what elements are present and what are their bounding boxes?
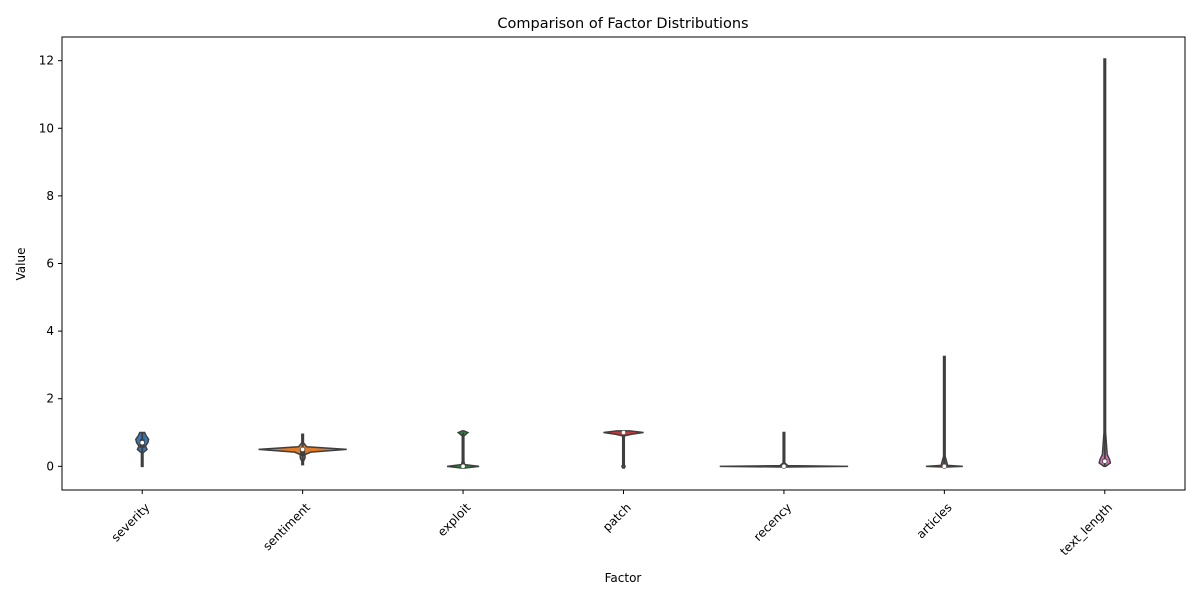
y-tick-label: 2 [46, 392, 54, 406]
y-tick-label: 12 [39, 54, 54, 68]
violin-median [1102, 458, 1108, 464]
y-axis: 0 2 4 6 8 10 12 [39, 54, 62, 473]
violin-median [620, 430, 626, 436]
x-tick-label: text_length [1057, 500, 1115, 558]
violin-exploit [446, 430, 480, 469]
plot-frame [61, 36, 1186, 491]
chart-title: Comparison of Factor Distributions [497, 16, 748, 32]
plot-area [134, 58, 1112, 469]
x-axis-label: Factor [605, 571, 642, 585]
y-axis-label: Value [14, 248, 28, 281]
violin-median [139, 440, 145, 446]
y-tick-label: 8 [46, 189, 54, 203]
y-tick-label: 4 [46, 324, 54, 338]
x-axis: severity sentiment exploit patch recency arti… [109, 490, 1115, 558]
violin-text_length [1098, 58, 1112, 468]
y-tick-label: 0 [46, 459, 54, 473]
violin-patch [603, 430, 644, 469]
x-tick-label: recency [751, 500, 794, 543]
x-tick-label: exploit [435, 500, 474, 539]
violin-median [781, 463, 787, 469]
violin-median [460, 463, 466, 469]
violin-articles [925, 355, 963, 469]
y-tick-label: 10 [39, 121, 54, 135]
x-tick-label: articles [914, 500, 955, 541]
x-tick-label: patch [600, 500, 634, 534]
violin-severity [134, 431, 150, 468]
violin-median [941, 463, 947, 469]
x-tick-label: severity [109, 500, 153, 544]
violin-median [300, 446, 306, 452]
violin-sentiment [258, 433, 347, 466]
violin-recency [719, 431, 849, 469]
x-tick-label: sentiment [260, 500, 313, 553]
y-tick-label: 6 [46, 257, 54, 271]
